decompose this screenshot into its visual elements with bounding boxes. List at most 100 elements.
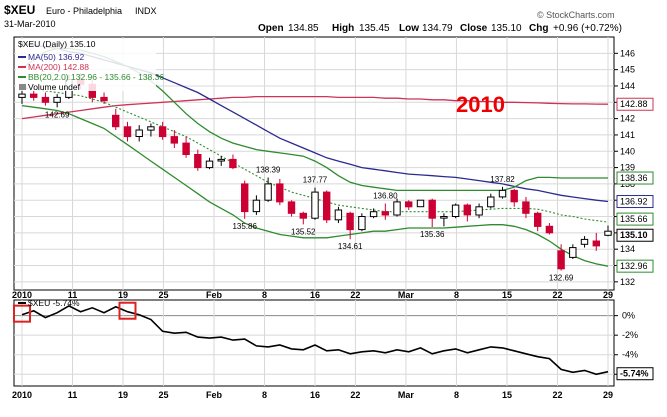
symbol: $XEU	[4, 3, 35, 17]
value-tag-label: 132.96	[620, 261, 648, 271]
performance-value-tag-label: -5.74%	[620, 369, 649, 379]
symbol-name: Euro - Philadelphia	[46, 6, 122, 16]
candle-body	[428, 199, 436, 219]
legend-volume-swatch	[19, 84, 26, 90]
performance-date-tick-label: 11	[68, 390, 78, 400]
date-tick-label: Feb	[206, 290, 223, 300]
candles	[18, 72, 612, 271]
legend-main: $XEU (Daily) 135.10	[18, 39, 96, 49]
low-label: Low	[399, 23, 419, 34]
candle-body	[217, 158, 225, 162]
value-tag-label: 138.36	[620, 173, 648, 183]
performance-date-tick-label: 8	[262, 390, 267, 400]
candle-body	[510, 189, 518, 203]
price-tick-label: 134	[620, 244, 635, 254]
price-annotation: 142.69	[45, 110, 70, 119]
price-annotation: 134.61	[338, 242, 363, 251]
candle-body	[334, 209, 343, 221]
candle-body	[287, 201, 296, 214]
value-tag-label: 142.88	[620, 99, 648, 109]
candle-body	[229, 158, 237, 169]
legend-background	[16, 39, 156, 91]
legend-bb: BB(20,2.0) 132.96 - 135.66 - 138.36	[28, 72, 164, 82]
date-tick-label: 11	[68, 290, 78, 300]
time-gridlines	[21, 37, 609, 290]
legend-ma50: MA(50) 136.92	[28, 52, 84, 62]
value-tag-box	[616, 195, 654, 209]
performance-date-tick-label: 2010	[12, 390, 32, 400]
price-tick-label: 141	[620, 130, 635, 140]
bb-lower-line	[21, 104, 609, 267]
performance-date-tick-label: 22	[350, 390, 360, 400]
price-tick-label: 142	[620, 114, 635, 124]
price-annotation: 135.86	[232, 222, 257, 231]
price-tick-label: 145	[620, 65, 635, 75]
high-value: 135.45	[359, 23, 390, 34]
candle-body	[311, 191, 319, 219]
price-annotation: 135.36	[420, 230, 445, 239]
candle-body	[381, 211, 390, 216]
candle-body	[123, 126, 132, 138]
candle-body	[135, 129, 143, 137]
candle-body	[451, 204, 460, 218]
candle-body	[369, 211, 378, 218]
candle-body	[194, 154, 202, 169]
chg-label: Chg	[529, 23, 548, 34]
price-annotation: 138.39	[256, 166, 281, 175]
low-value: 134.79	[422, 23, 453, 34]
candle-body	[405, 201, 413, 208]
candle-body	[416, 199, 425, 208]
right-value-tags: 142.88 138.36 136.92 135.66 135.10 132.96	[616, 97, 654, 273]
candle-body	[30, 93, 38, 98]
date-tick-label: 22	[350, 290, 360, 300]
candle-body	[475, 206, 483, 216]
performance-tick-label: -2%	[622, 330, 638, 340]
price-tick-label: 146	[620, 48, 635, 58]
performance-gridlines	[14, 315, 614, 375]
value-tag-box	[616, 228, 654, 242]
legend-volume: Volume undef	[28, 82, 81, 92]
legend: $XEU (Daily) 135.10 MA(50) 136.92 MA(200…	[16, 39, 164, 92]
performance-date-tick-label: Feb	[206, 390, 223, 400]
value-tag-box	[616, 97, 654, 111]
watermark: © StockCharts.com	[537, 10, 615, 20]
date-tick-label: 19	[118, 290, 128, 300]
candle-body	[346, 212, 354, 231]
price-annotation: 136.80	[373, 191, 398, 200]
price-annotation: 137.77	[303, 176, 328, 185]
value-tag-box	[616, 212, 654, 226]
candle-body	[545, 225, 554, 234]
candle-body	[604, 230, 612, 236]
price-annotation: 135.52	[291, 227, 316, 236]
performance-tick-label: -4%	[622, 350, 638, 360]
candle-body	[393, 201, 401, 216]
price-tick-label: 144	[620, 81, 635, 91]
candle-body	[41, 96, 50, 103]
candle-body	[440, 216, 448, 219]
performance-date-tick-label: 25	[158, 390, 168, 400]
candle-body	[487, 196, 495, 208]
legend-ma200: MA(200) 142.88	[28, 62, 89, 72]
candle-body	[158, 126, 167, 138]
value-tag-label: 135.66	[620, 214, 648, 224]
candle-body	[358, 216, 366, 231]
highlight-boxes	[13, 301, 137, 323]
candle-body	[592, 240, 600, 247]
performance-axis: 0%-2%-4%-6%-5.74%	[614, 311, 654, 381]
price-annotations: 142.69 138.39 137.77 135.86 135.52 136.80 134.…	[45, 110, 574, 282]
performance-tick-label: 0%	[622, 311, 635, 321]
date-tick-label: 16	[310, 290, 320, 300]
performance-date-tick-label: 19	[118, 390, 128, 400]
candle-body	[147, 126, 155, 131]
close-label: Close	[460, 23, 488, 34]
candle-body	[170, 136, 179, 144]
performance-date-tick-label: 15	[502, 390, 512, 400]
date-tick-label: Mar	[398, 290, 415, 300]
price-axis: 1461451441431421411401391381371361351341…	[614, 48, 635, 287]
candle-body	[299, 212, 308, 219]
close-value: 135.10	[491, 23, 522, 34]
candle-body	[241, 183, 249, 213]
performance-panel	[13, 299, 615, 387]
candle-body	[534, 212, 542, 227]
open-label: Open	[258, 23, 284, 34]
